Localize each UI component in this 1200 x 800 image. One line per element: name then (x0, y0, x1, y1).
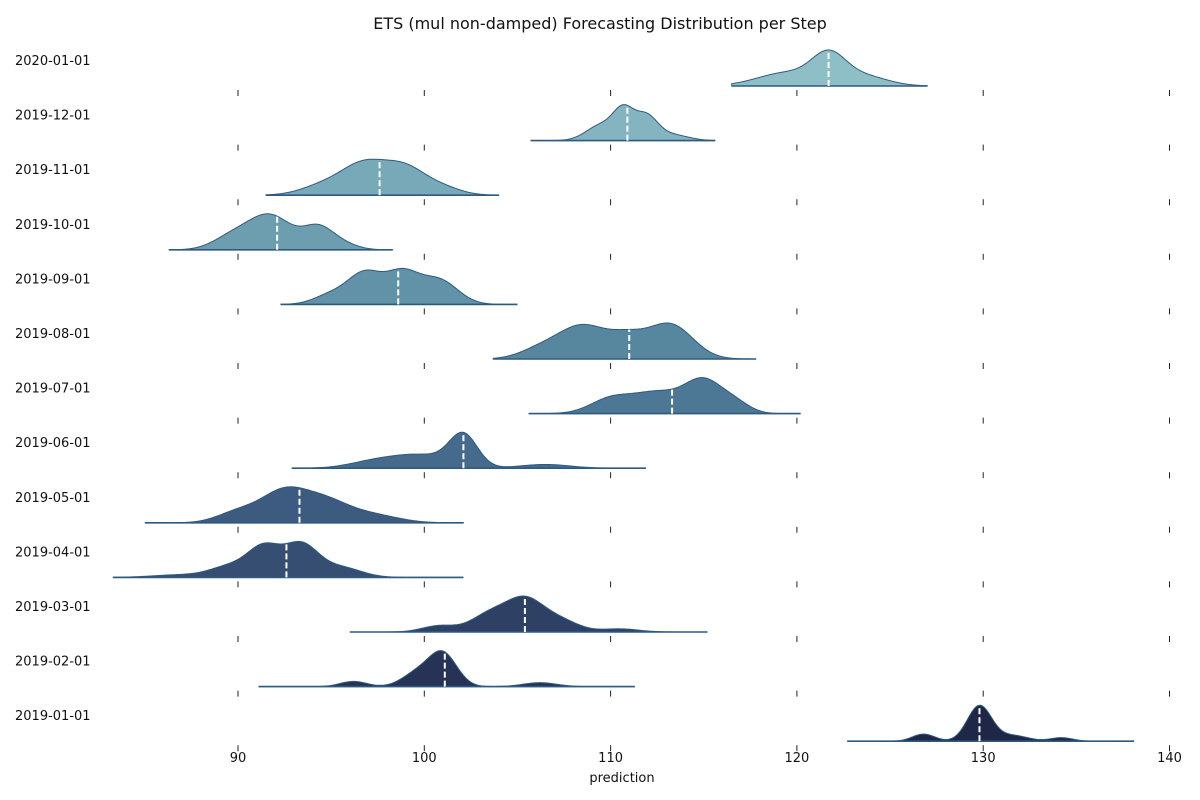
ridge-2019-05-01: 2019-05-01 (15, 486, 1170, 533)
ridge-2019-08-01: 2019-08-01 (15, 322, 1170, 369)
density-area (265, 158, 500, 196)
x-axis-label: prediction (589, 771, 654, 786)
row-label: 2019-08-01 (15, 327, 91, 342)
ridge-2019-10-01: 2019-10-01 (15, 213, 1170, 260)
density-area (492, 322, 757, 360)
ridge-2019-01-01: 2019-01-01 (15, 704, 1170, 752)
ridge-2019-11-01: 2019-11-01 (15, 158, 1170, 206)
x-tick-label: 140 (1157, 751, 1182, 766)
row-label: 2020-01-01 (15, 54, 91, 69)
density-area (847, 704, 1135, 742)
ridge-2019-03-01: 2019-03-01 (15, 595, 1170, 642)
row-label: 2019-03-01 (15, 600, 91, 615)
density-area (349, 595, 708, 633)
row-label: 2019-12-01 (15, 109, 91, 124)
row-label: 2019-01-01 (15, 709, 91, 724)
ridge-2019-07-01: 2019-07-01 (15, 377, 1170, 424)
density-area (528, 377, 801, 415)
ridges-layer: 2020-01-01 2019-12-01 2019-11-01 2019-10-01… (15, 49, 1170, 752)
density-area (112, 540, 464, 578)
chart-title: ETS (mul non-damped) Forecasting Distrib… (373, 14, 827, 33)
density-area (291, 431, 646, 469)
x-tick-label: 90 (230, 751, 247, 766)
row-label: 2019-11-01 (15, 163, 91, 178)
row-label: 2019-07-01 (15, 382, 91, 397)
ridge-2020-01-01: 2020-01-01 (15, 49, 1170, 96)
x-tick-label: 100 (412, 751, 437, 766)
density-area (530, 104, 716, 142)
x-tick-label: 120 (784, 751, 809, 766)
density-area (168, 213, 394, 251)
ridge-2019-04-01: 2019-04-01 (15, 540, 1170, 588)
row-label: 2019-05-01 (15, 491, 91, 506)
row-label: 2019-04-01 (15, 545, 91, 560)
row-label: 2019-10-01 (15, 218, 91, 233)
x-tick-label: 110 (598, 751, 623, 766)
ridge-2019-06-01: 2019-06-01 (15, 431, 1170, 479)
ridge-2019-02-01: 2019-02-01 (15, 650, 1170, 697)
density-area (258, 650, 635, 688)
x-tick-labels: 90 100 110 120 130 140 (230, 751, 1182, 766)
row-label: 2019-09-01 (15, 272, 91, 287)
ridge-2019-09-01: 2019-09-01 (15, 267, 1170, 315)
row-label: 2019-06-01 (15, 436, 91, 451)
x-tick-label: 130 (971, 751, 996, 766)
density-area (144, 486, 464, 524)
row-label: 2019-02-01 (15, 655, 91, 670)
ridge-2019-12-01: 2019-12-01 (15, 104, 1170, 151)
